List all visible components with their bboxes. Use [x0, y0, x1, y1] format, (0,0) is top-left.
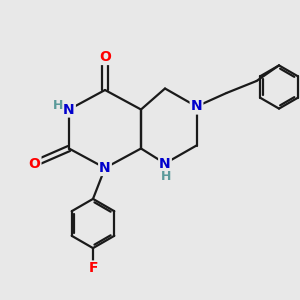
- Text: F: F: [88, 262, 98, 275]
- Text: N: N: [159, 157, 171, 170]
- Text: N: N: [63, 103, 75, 116]
- Text: H: H: [161, 169, 172, 183]
- Text: O: O: [28, 157, 40, 170]
- Text: O: O: [99, 50, 111, 64]
- Text: N: N: [99, 161, 111, 175]
- Text: H: H: [52, 99, 63, 112]
- Text: N: N: [191, 100, 202, 113]
